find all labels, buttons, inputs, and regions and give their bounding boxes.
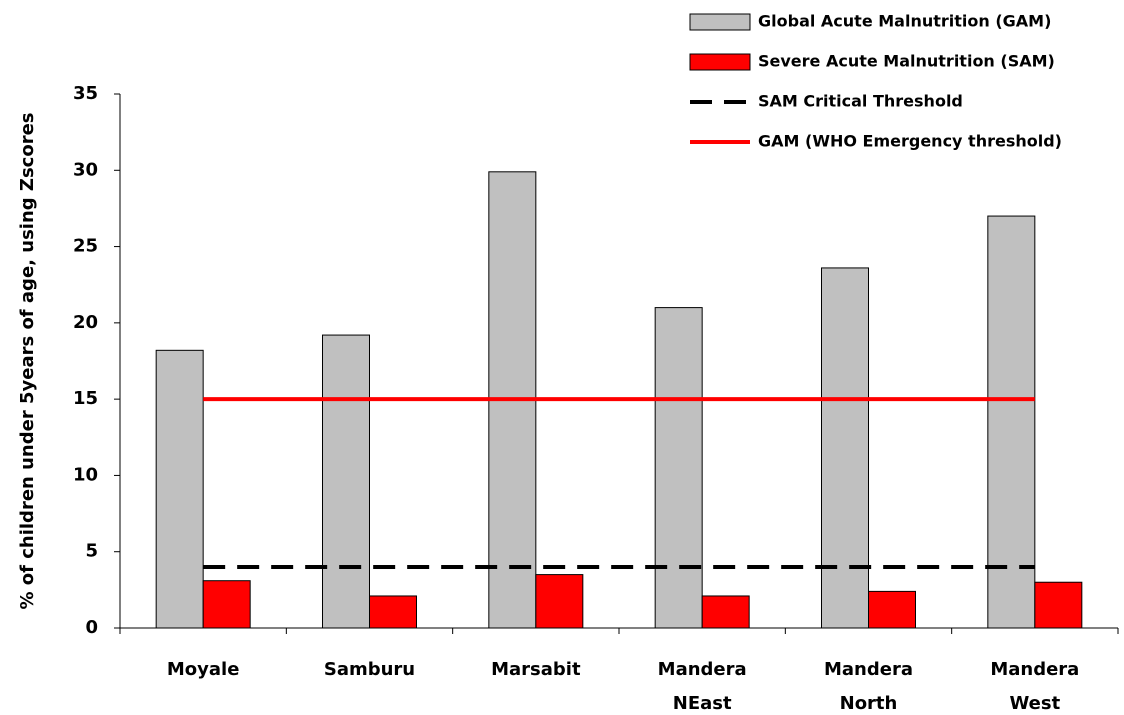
legend-swatch: [689, 13, 751, 31]
x-tick-label: Mandera North: [824, 659, 913, 714]
x-tick-label: Samburu: [324, 659, 415, 680]
bar: [535, 574, 584, 629]
bar: [1034, 581, 1083, 629]
x-tick-label: Moyale: [167, 659, 240, 680]
bar: [369, 595, 417, 629]
y-tick-label: 0: [85, 617, 98, 638]
y-tick-label: 15: [73, 388, 98, 409]
x-tick-label: Marsabit: [491, 659, 581, 680]
x-tick-label: Mandera West: [990, 659, 1079, 714]
y-tick-label: 35: [73, 83, 98, 104]
y-tick-label: 10: [73, 464, 98, 485]
bar: [202, 580, 251, 629]
y-tick-label: 30: [73, 159, 98, 180]
bar: [322, 334, 370, 629]
legend-label: Severe Acute Malnutrition (SAM): [758, 52, 1055, 71]
bar: [654, 307, 703, 629]
bar: [868, 590, 916, 629]
y-tick-label: 20: [73, 312, 98, 333]
bar: [155, 349, 204, 629]
legend-label: Global Acute Malnutrition (GAM): [758, 12, 1051, 31]
legend-swatch: [689, 53, 751, 71]
legend-label: GAM (WHO Emergency threshold): [758, 132, 1062, 151]
bar: [821, 267, 869, 629]
bar: [701, 595, 750, 629]
bar: [987, 215, 1036, 629]
legend-label: SAM Critical Threshold: [758, 92, 963, 111]
y-tick-label: 25: [73, 236, 98, 257]
x-tick-label: Mandera NEast: [658, 659, 747, 714]
y-axis-label: % of children under 5years of age, using…: [17, 112, 38, 609]
y-tick-label: 5: [85, 541, 98, 562]
